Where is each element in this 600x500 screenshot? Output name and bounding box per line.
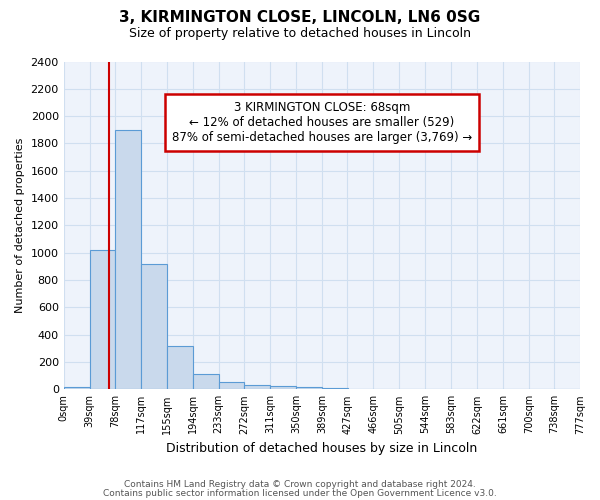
Bar bbox=[218, 382, 244, 390]
Text: 3, KIRMINGTON CLOSE, LINCOLN, LN6 0SG: 3, KIRMINGTON CLOSE, LINCOLN, LN6 0SG bbox=[119, 10, 481, 25]
Bar bbox=[64, 386, 89, 390]
Bar bbox=[322, 388, 348, 390]
Bar bbox=[115, 130, 142, 390]
Bar bbox=[142, 264, 167, 390]
Bar bbox=[89, 250, 115, 390]
Bar bbox=[193, 374, 218, 390]
Bar bbox=[296, 388, 322, 390]
Text: 3 KIRMINGTON CLOSE: 68sqm
← 12% of detached houses are smaller (529)
87% of semi: 3 KIRMINGTON CLOSE: 68sqm ← 12% of detac… bbox=[172, 101, 472, 144]
Y-axis label: Number of detached properties: Number of detached properties bbox=[15, 138, 25, 313]
Bar bbox=[167, 346, 193, 390]
Bar bbox=[271, 386, 296, 390]
Text: Contains HM Land Registry data © Crown copyright and database right 2024.: Contains HM Land Registry data © Crown c… bbox=[124, 480, 476, 489]
X-axis label: Distribution of detached houses by size in Lincoln: Distribution of detached houses by size … bbox=[166, 442, 478, 455]
Text: Size of property relative to detached houses in Lincoln: Size of property relative to detached ho… bbox=[129, 28, 471, 40]
Bar bbox=[244, 384, 271, 390]
Text: Contains public sector information licensed under the Open Government Licence v3: Contains public sector information licen… bbox=[103, 488, 497, 498]
